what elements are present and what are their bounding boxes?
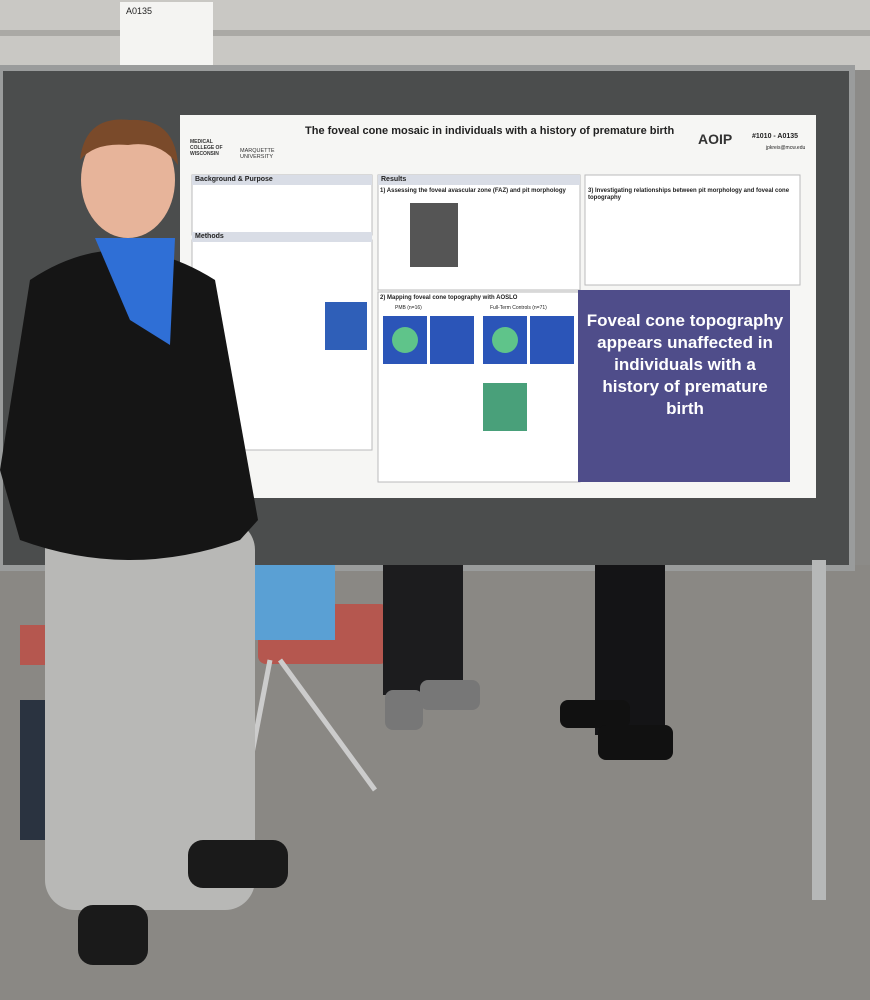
- section-heading: Background & Purpose: [192, 175, 372, 186]
- heatmap: [530, 316, 574, 364]
- conclusion-box: [578, 290, 790, 482]
- booth-number: A0135: [126, 6, 153, 16]
- poster-email: jpkreis@mcw.edu: [766, 145, 806, 151]
- heatmap: [430, 316, 474, 364]
- board-leg: [812, 560, 826, 900]
- subsection-heading: 3) Investigating relationships between p…: [588, 188, 790, 201]
- person-trousers: [45, 520, 255, 910]
- subsection-heading: 1) Assessing the foveal avascular zone (…: [380, 188, 566, 194]
- logo-text: AOIP: [698, 131, 733, 147]
- oct-image: [410, 203, 458, 267]
- ceiling-beam: [0, 30, 870, 36]
- visitor-shoe: [560, 700, 630, 728]
- poster-title: The foveal cone mosaic in individuals wi…: [305, 125, 675, 137]
- panel: [584, 174, 801, 286]
- person-hair: [80, 119, 178, 165]
- heatmap-center: [492, 327, 518, 353]
- person-shoe: [78, 905, 148, 965]
- visitor-shoe: [598, 725, 673, 760]
- visitor-shoe: [420, 680, 480, 710]
- booth-sign: [120, 2, 213, 66]
- poster-id: #1010 - A0135: [752, 133, 799, 140]
- person-shirt: [95, 238, 175, 345]
- logo-text: MARQUETTE UNIVERSITY: [240, 148, 275, 161]
- conclusion-text: Foveal cone topography appears unaffecte…: [586, 311, 784, 419]
- person-shoe: [188, 840, 288, 888]
- person-face: [81, 122, 175, 238]
- subsection-heading: 2) Mapping foveal cone topography with A…: [380, 295, 518, 301]
- section-heading: Results: [378, 175, 580, 186]
- visitor-shoe: [385, 690, 423, 730]
- bag: [255, 565, 335, 640]
- section-heading: Methods: [192, 232, 372, 243]
- heatmap: [483, 383, 527, 431]
- chair-leg: [277, 658, 378, 792]
- heatmap-center: [392, 327, 418, 353]
- person-jacket: [0, 250, 258, 560]
- logo-text: MEDICAL COLLEGE OF WISCONSIN: [190, 139, 223, 157]
- heatmap: [325, 302, 367, 350]
- visitor-legs: [383, 565, 463, 695]
- group-label: PMB (n=16): [395, 305, 422, 311]
- group-label: Full-Term Controls (n=71): [490, 305, 547, 311]
